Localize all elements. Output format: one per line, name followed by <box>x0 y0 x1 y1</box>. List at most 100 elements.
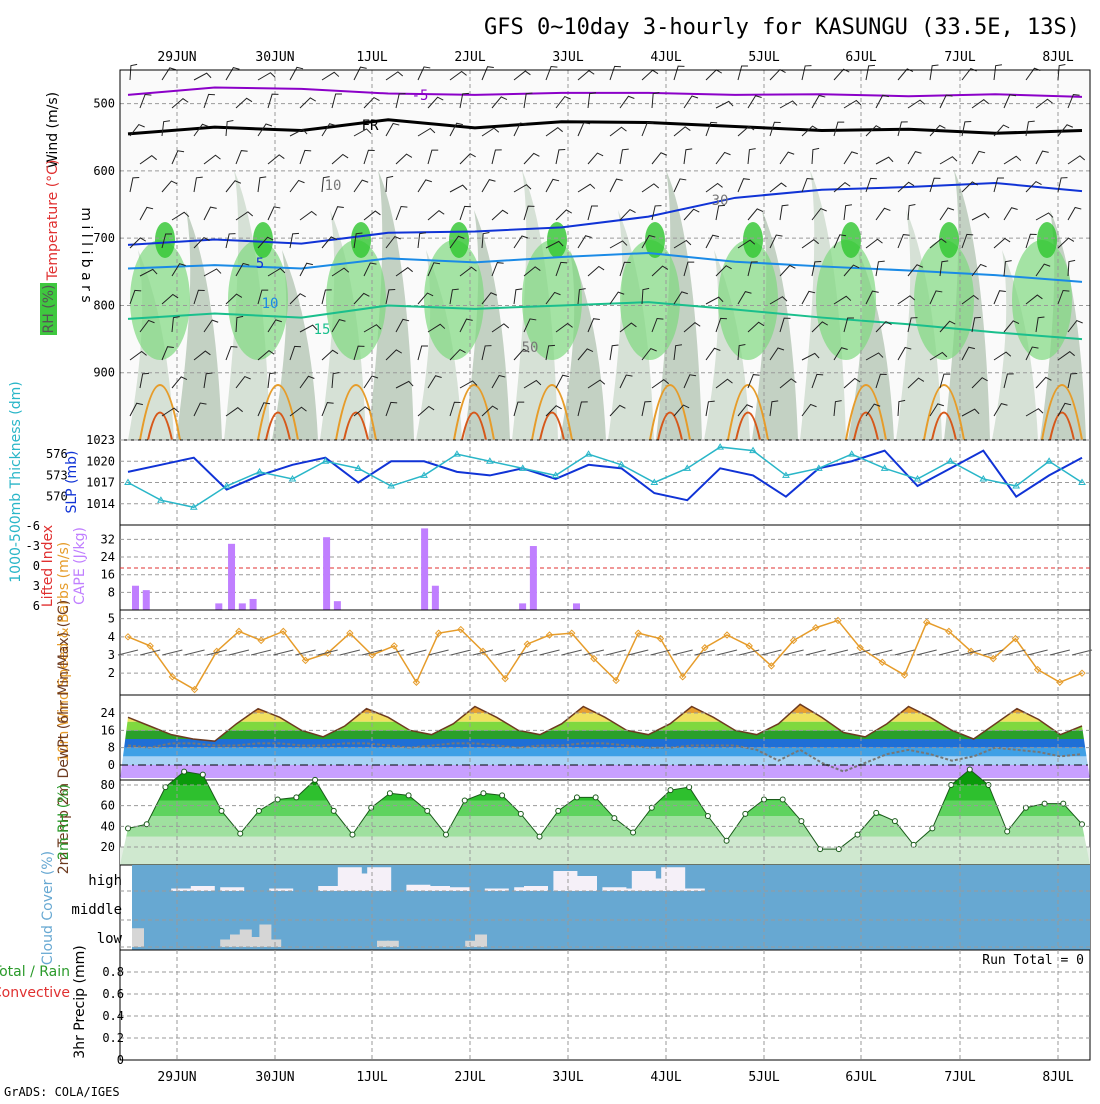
thickness-point <box>979 474 988 482</box>
thickness-tick: 570 <box>46 490 68 504</box>
high-cloud-bar <box>602 887 627 891</box>
wind-barb <box>875 156 894 165</box>
slp-thickness-ticks: 1014 1017 1020 1023 570 573 576 <box>46 433 115 511</box>
precip-label: 3hr Precip (mm) <box>72 945 88 1058</box>
wind-barb <box>203 154 221 165</box>
rh-plume <box>704 250 750 440</box>
wind-barb <box>299 97 317 109</box>
cape-bars <box>132 528 580 610</box>
bottom-date-tick: 8JUL <box>1042 1070 1073 1085</box>
wind-barb <box>545 405 562 417</box>
contour-label: FR <box>362 118 379 134</box>
hot-contour <box>931 411 957 441</box>
rh2m-ticks: 20 40 60 80 <box>101 778 115 854</box>
top-date-axis: 29JUN 30JUN 1JUL 2JUL 3JUL 4JUL 5JUL 6JUL 7JUL 8J… <box>157 50 1073 65</box>
wind-barb <box>299 210 317 221</box>
rh-point <box>424 807 431 814</box>
wind-barb <box>139 372 150 389</box>
wind-barb <box>491 96 508 109</box>
wind-barb <box>715 100 734 109</box>
wind-barb <box>1025 233 1037 249</box>
wind-barb <box>555 261 568 277</box>
rh-line <box>127 768 1083 850</box>
wind-barb <box>129 289 142 305</box>
wind-barb <box>779 264 796 277</box>
cloud-bars <box>132 865 1090 950</box>
rh-moist-area <box>914 240 974 360</box>
surface-wind-barb <box>894 649 915 656</box>
pressure-tick: 900 <box>93 366 115 380</box>
wind-barb <box>491 209 509 221</box>
wind-barb <box>481 179 496 193</box>
wind-speed-point <box>323 649 332 657</box>
wind-barb <box>929 124 946 137</box>
wind-barb <box>555 209 573 221</box>
contour-label: -5 <box>412 88 429 104</box>
wind-barb <box>225 233 236 249</box>
wind-speed-point <box>900 671 909 679</box>
wind-speed-point <box>257 636 265 645</box>
wind-speed-point <box>1056 678 1064 686</box>
li-tick: 0 <box>33 559 40 573</box>
wind-barb <box>577 183 596 193</box>
wind-speed-point <box>745 642 753 650</box>
wind-barb <box>929 177 941 193</box>
rh-band <box>120 836 1090 865</box>
high-cloud-bar <box>347 873 372 891</box>
rh-label: RH (%) <box>41 285 57 334</box>
wind-barb <box>385 122 400 137</box>
wind-barb <box>545 240 564 249</box>
wind-barb <box>235 150 248 165</box>
thickness-point <box>1012 482 1021 489</box>
rh-point <box>443 831 449 838</box>
slp-thickness-panel: 1014 1017 1020 1023 570 573 576 1000-500mb Thi… <box>8 381 1091 583</box>
wind-barb <box>1003 373 1014 389</box>
wind-barb <box>481 405 499 417</box>
wind-barb <box>523 205 535 221</box>
wind-barb <box>459 205 471 221</box>
cloud-layer-ticks: high middle low <box>71 873 122 947</box>
rh-point <box>405 792 412 799</box>
rh-point <box>181 768 188 775</box>
wind-barb <box>971 316 982 333</box>
wind-speed-point <box>457 625 465 634</box>
wind-barb <box>875 373 887 389</box>
wind-barb <box>523 266 541 277</box>
wind-barb <box>289 406 307 417</box>
wind-barb <box>1003 207 1018 221</box>
wind-barb <box>1003 320 1020 333</box>
wind-barb <box>1035 150 1049 165</box>
temperature-label: Temperature (°C) <box>45 160 61 282</box>
thickness-point <box>189 503 198 510</box>
wind-barb <box>747 208 764 221</box>
wind-barb <box>129 176 140 193</box>
rh-plume <box>464 210 510 440</box>
wind-barb <box>577 401 588 417</box>
wind-barb <box>651 379 669 389</box>
cape-bar <box>431 585 439 610</box>
wind-barb <box>203 206 217 221</box>
wind-barb <box>779 378 797 389</box>
surface-wind-barb <box>1071 649 1093 656</box>
wind-barb <box>203 268 222 277</box>
wind-barb <box>907 151 922 165</box>
bottom-date-tick: 5JUL <box>748 1070 779 1085</box>
wind-barb <box>609 404 626 417</box>
wind-barb <box>939 94 953 109</box>
wind-barb <box>417 345 428 361</box>
wind-barb <box>235 375 251 389</box>
high-cloud-bar <box>573 876 597 891</box>
cloud-layer-tick: high <box>88 873 122 889</box>
wind-barb <box>1025 120 1035 137</box>
wind-barb <box>651 152 668 165</box>
wind-speed-point <box>789 636 798 645</box>
wind-barb <box>289 232 300 249</box>
surface-wind-barb <box>1005 649 1026 656</box>
li-tick: 6 <box>33 599 40 613</box>
wind-barb <box>1057 289 1070 305</box>
thickness-point <box>387 482 396 489</box>
contour-labels: -5 FR 5 10 15 10 30 50 <box>256 88 729 356</box>
wind-barb <box>449 235 465 249</box>
low-cloud-bar <box>465 940 478 947</box>
